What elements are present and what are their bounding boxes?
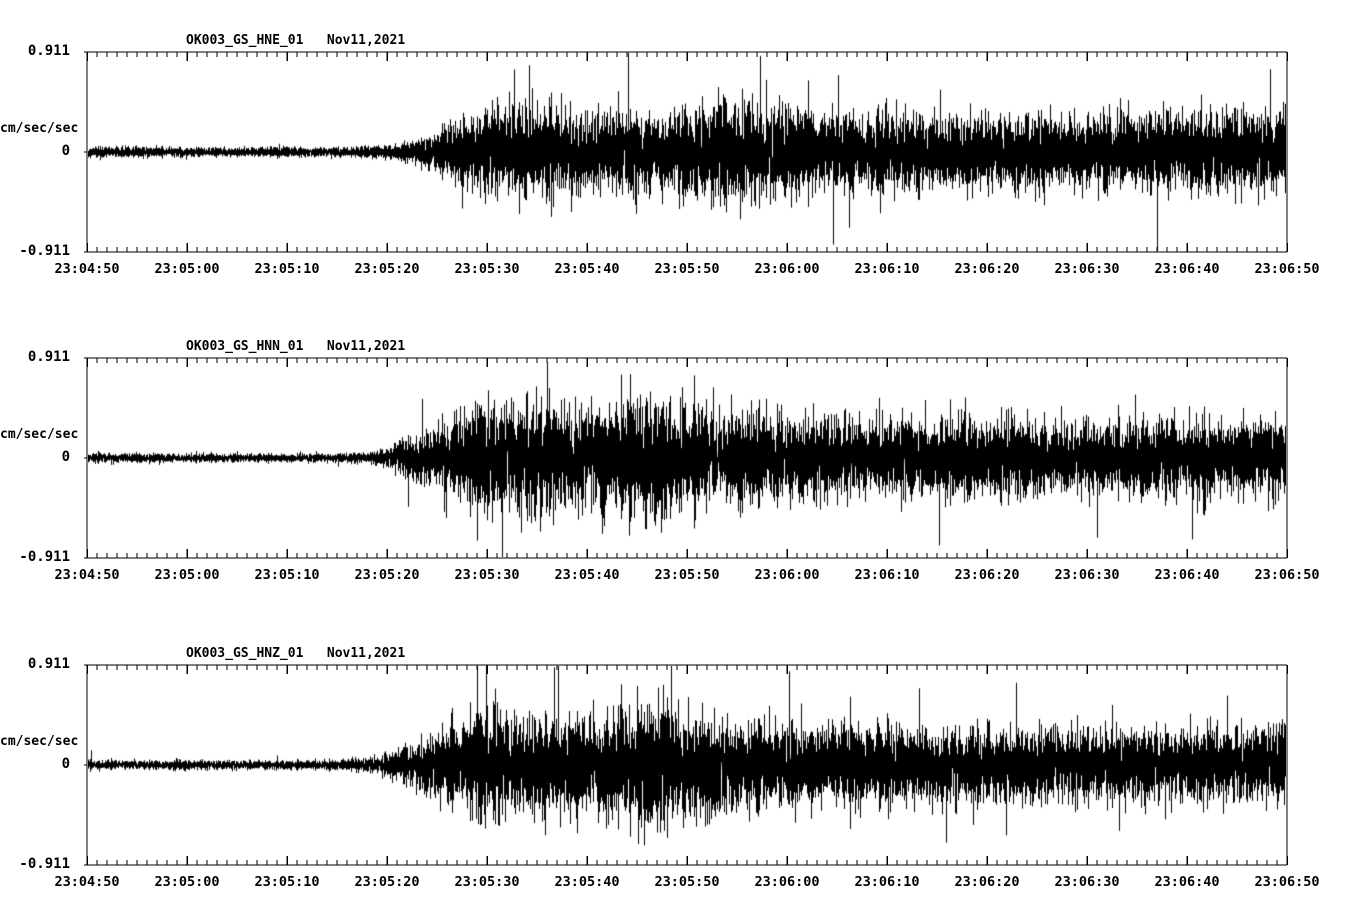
x-axis-tick-label: 23:06:50 [1254, 261, 1320, 277]
x-axis-tick-label: 23:05:50 [654, 567, 720, 583]
waveform-trace-hne [88, 53, 1286, 251]
x-axis-tick-label: 23:05:00 [154, 261, 220, 277]
x-axis-tick-label: 23:05:00 [154, 874, 220, 890]
y-axis-min-label: -0.911 [19, 549, 70, 565]
y-axis-max-label: 0.911 [27, 656, 70, 672]
x-axis-tick-label: 23:06:50 [1254, 874, 1320, 890]
x-axis-tick-label: 23:06:10 [854, 567, 920, 583]
x-axis-tick-label: 23:05:20 [354, 261, 420, 277]
x-axis-tick-label: 23:06:40 [1154, 567, 1220, 583]
x-axis-tick-label: 23:05:10 [254, 567, 320, 583]
x-axis-tick-label: 23:06:20 [954, 874, 1020, 890]
y-axis-unit-label: cm/sec/sec [0, 427, 79, 442]
x-axis-tick-label: 23:05:10 [254, 874, 320, 890]
x-axis-tick-label: 23:05:50 [654, 261, 720, 277]
x-axis-tick-label: 23:04:50 [54, 567, 120, 583]
y-axis-zero-label: 0 [61, 449, 70, 465]
x-axis-tick-label: 23:06:20 [954, 261, 1020, 277]
x-axis-tick-label: 23:06:40 [1154, 874, 1220, 890]
waveform-trace-hnz [88, 666, 1286, 864]
y-axis-unit-label: cm/sec/sec [0, 121, 79, 136]
waveform-trace-hnn [88, 359, 1286, 557]
x-axis-tick-label: 23:06:30 [1054, 874, 1120, 890]
x-axis-tick-label: 23:06:30 [1054, 567, 1120, 583]
y-axis-zero-label: 0 [61, 143, 70, 159]
x-axis-tick-label: 23:05:30 [454, 874, 520, 890]
y-axis-max-label: 0.911 [27, 349, 70, 365]
x-axis-tick-label: 23:06:50 [1254, 567, 1320, 583]
x-axis-tick-label: 23:05:00 [154, 567, 220, 583]
x-axis-tick-label: 23:05:20 [354, 874, 420, 890]
panel-title: OK003_GS_HNE_01 Nov11,2021 [186, 33, 406, 48]
x-axis-tick-label: 23:06:10 [854, 874, 920, 890]
x-axis-tick-label: 23:06:10 [854, 261, 920, 277]
y-axis-unit-label: cm/sec/sec [0, 734, 79, 749]
y-axis-min-label: -0.911 [19, 243, 70, 259]
x-axis-tick-label: 23:05:30 [454, 567, 520, 583]
x-axis-tick-label: 23:06:40 [1154, 261, 1220, 277]
y-axis-min-label: -0.911 [19, 856, 70, 872]
x-axis-tick-label: 23:04:50 [54, 261, 120, 277]
y-axis-zero-label: 0 [61, 756, 70, 772]
x-axis-tick-label: 23:06:30 [1054, 261, 1120, 277]
x-axis-tick-label: 23:05:50 [654, 874, 720, 890]
x-axis-tick-label: 23:05:20 [354, 567, 420, 583]
x-axis-tick-label: 23:05:30 [454, 261, 520, 277]
y-axis-max-label: 0.911 [27, 43, 70, 59]
x-axis-tick-label: 23:06:00 [754, 567, 820, 583]
x-axis-tick-label: 23:04:50 [54, 874, 120, 890]
panel-title: OK003_GS_HNN_01 Nov11,2021 [186, 339, 406, 354]
x-axis-tick-label: 23:05:40 [554, 261, 620, 277]
panel-title: OK003_GS_HNZ_01 Nov11,2021 [186, 646, 406, 661]
x-axis-tick-label: 23:06:00 [754, 874, 820, 890]
x-axis-tick-label: 23:06:20 [954, 567, 1020, 583]
x-axis-tick-label: 23:05:40 [554, 874, 620, 890]
x-axis-tick-label: 23:06:00 [754, 261, 820, 277]
x-axis-tick-label: 23:05:10 [254, 261, 320, 277]
x-axis-tick-label: 23:05:40 [554, 567, 620, 583]
